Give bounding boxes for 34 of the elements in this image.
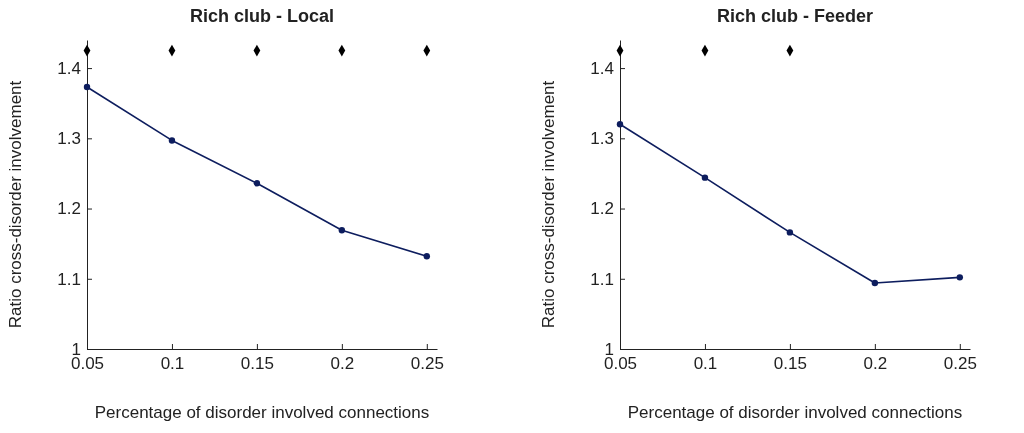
x-tick-label: 0.2: [863, 354, 888, 374]
point: [423, 253, 431, 260]
x-axis-title: Percentage of disorder involved connections: [627, 403, 963, 422]
x-tick-label: 0.15: [240, 354, 274, 374]
chart-title: Rich club - Feeder: [716, 6, 874, 26]
chart-title: Rich club - Local: [189, 6, 335, 26]
point: [338, 227, 346, 234]
y-tick-label: 1.4: [590, 59, 614, 79]
y-tick-label: 1.3: [57, 129, 81, 149]
point: [83, 83, 91, 91]
y-tick-label: 1.2: [57, 199, 81, 219]
x-tick-label: 0.05: [70, 354, 105, 374]
x-axis-title: Percentage of disorder involved connections: [94, 403, 430, 422]
point: [253, 180, 261, 187]
point: [871, 279, 879, 287]
y-tick-label: 1.2: [590, 199, 614, 219]
x-tick-label: 0.2: [330, 354, 355, 374]
point: [168, 137, 176, 144]
y-tick-label: 1.1: [590, 269, 614, 289]
x-tick-label: 0.25: [410, 354, 444, 374]
x-tick-label: 0.1: [160, 354, 185, 374]
y-axis-title: Ratio cross-disorder involvement: [539, 80, 558, 329]
point: [616, 121, 624, 128]
x-tick-label: 0.15: [773, 354, 807, 374]
x-tick-label: 0.25: [943, 354, 977, 374]
point: [786, 229, 794, 236]
point: [701, 174, 709, 181]
y-tick-label: 1.3: [590, 129, 614, 149]
y-axis-title: Ratio cross-disorder involvement: [6, 80, 25, 329]
point: [956, 274, 964, 281]
x-tick-label: 0.1: [693, 354, 718, 374]
y-tick-label: 1.4: [57, 59, 81, 79]
x-tick-label: 0.05: [603, 354, 638, 374]
y-tick-label: 1.1: [57, 269, 81, 289]
